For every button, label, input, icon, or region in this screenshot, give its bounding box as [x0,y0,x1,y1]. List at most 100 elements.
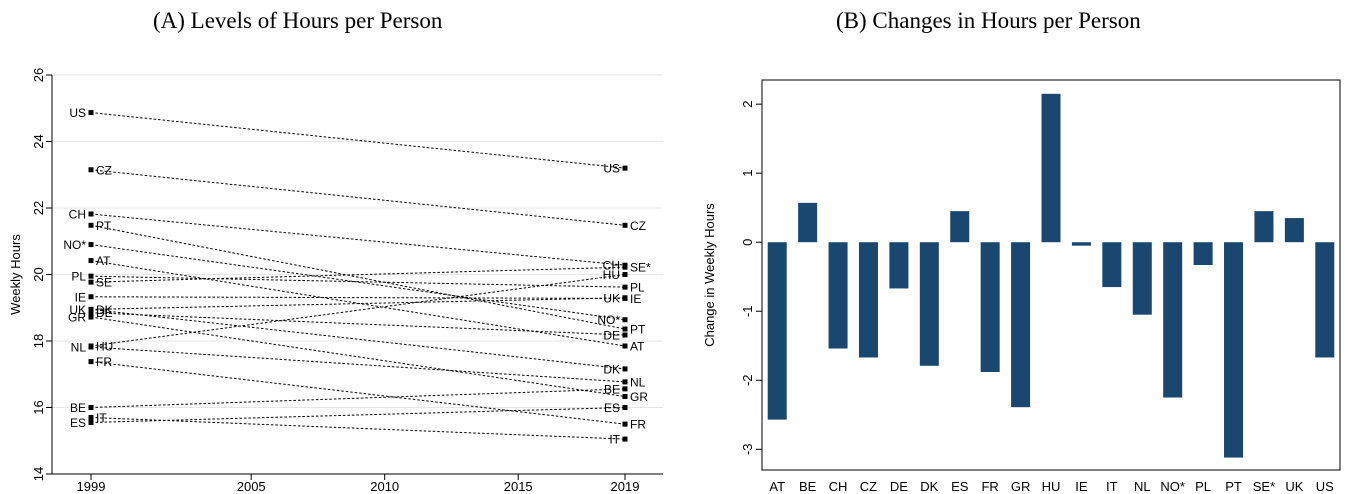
marker-1999-ie [88,294,94,300]
levels-chart: 14 16 18 20 22 24 26 1999 2005 2010 2015 2019 Weekly… [8,68,663,494]
point-label-2019-fr: FR [630,418,646,432]
x-tick-label: 2005 [237,479,266,494]
series-line-ie [90,296,626,299]
series-line-cz [90,169,626,226]
marker-2019-es [622,405,628,410]
series-line-de [90,312,626,336]
panel-b-title: (B) Changes in Hours per Person [836,8,1141,33]
x-tick-label-nl: NL [1134,479,1151,494]
x-tick-label-ie: IE [1075,479,1088,494]
x-tick-label: 2010 [370,479,399,494]
marker-2019-cz [622,222,628,228]
point-label-2019-se-star: SE* [630,261,651,275]
y-tick-label: 2 [740,101,755,108]
series-line-ch [90,213,626,266]
x-tick-label-ch: CH [829,479,848,494]
point-label-2019-cz: CZ [630,219,646,233]
point-label-1999-se: SE [96,276,112,290]
y-tick-label: -1 [740,305,755,317]
marker-1999-no-star [88,242,94,248]
marker-1999-es [88,419,94,425]
y-tick-label: 22 [31,201,46,215]
x-tick-label-fr: FR [981,479,998,494]
y-tick-label: -3 [740,444,755,456]
point-label-1999-hu: HU [96,339,113,353]
point-label-2019-ie: IE [630,292,641,306]
point-label-2019-es: ES [604,401,620,415]
x-tick-label-us: US [1316,479,1334,494]
marker-1999-dk [88,306,94,312]
marker-1999-fr [88,359,94,365]
bar-de [889,242,909,289]
x-tick-label-es: ES [951,479,969,494]
x-tick-label-cz: CZ [860,479,877,494]
point-label-1999-be: BE [70,401,86,415]
bar-pl [1193,242,1213,265]
point-label-1999-no-star: NO* [63,238,86,252]
x-tick-label-pt: PT [1225,479,1242,494]
point-label-1999-nl: NL [71,340,87,354]
bar-nl [1132,242,1152,315]
marker-1999-us [88,110,94,116]
x-tick-label-uk: UK [1285,479,1303,494]
marker-2019-fr [622,421,628,427]
marker-2019-gr [622,394,628,400]
plot-frame [761,79,1341,471]
marker-1999-be [88,405,94,410]
series-line-it [90,416,626,440]
x-tick-label: 2015 [504,479,533,494]
bar-uk [1284,218,1304,243]
point-label-1999-dk: DK [96,303,113,317]
marker-2019-at [622,343,628,349]
bar-us [1315,242,1335,358]
series-line-uk [90,297,626,310]
marker-1999-de [88,310,94,316]
point-label-2019-uk: UK [603,291,620,305]
y-tick-label: 16 [31,400,46,414]
x-tick-label-at: AT [769,479,785,494]
x-tick-label-gr: GR [1011,479,1031,494]
series-line-dk [90,308,626,370]
point-label-1999-it: IT [96,411,107,425]
y-tick-label: 24 [31,134,46,148]
y-axis-label: Weekly Hours [8,234,23,315]
bar-hu [1041,93,1061,243]
point-label-2019-nl: NL [630,375,646,389]
marker-1999-se-star [88,279,94,285]
series-line-se-star [90,266,626,283]
y-tick-label: 20 [31,267,46,281]
marker-1999-at [88,258,94,264]
y-tick-label: -2 [740,374,755,386]
bar-gr [1011,242,1031,408]
bar-dk [919,242,939,366]
point-label-2019-de: DE [603,329,620,343]
point-label-1999-gr: GR [68,311,86,325]
bar-no-star [1163,242,1183,398]
marker-2019-pt [622,326,628,332]
panel-a-title: (A) Levels of Hours per Person [153,8,443,33]
series-line-pl [90,275,626,288]
marker-2019-pl [622,284,628,290]
x-tick-label-be: BE [799,479,817,494]
x-tick-label-dk: DK [920,479,938,494]
series-line-es [90,407,626,423]
marker-2019-us [622,165,628,171]
marker-2019-hu [622,272,628,277]
marker-2019-nl [622,379,628,385]
bar-se-star [1254,211,1274,243]
marker-1999-hu [88,343,94,349]
x-tick-label-it: IT [1106,479,1118,494]
point-label-2019-dk: DK [603,362,620,376]
x-tick-label: 2019 [611,479,640,494]
point-label-2019-pl: PL [630,281,645,295]
marker-2019-se-star [622,264,628,270]
point-label-1999-es: ES [70,416,86,430]
marker-2019-be [622,386,628,392]
point-label-2019-be: BE [604,382,620,396]
bar-es [950,211,970,243]
point-label-1999-pt: PT [96,219,112,233]
series-line-us [90,112,626,169]
y-tick-label: 18 [31,334,46,348]
y-tick-label: 14 [31,467,46,481]
